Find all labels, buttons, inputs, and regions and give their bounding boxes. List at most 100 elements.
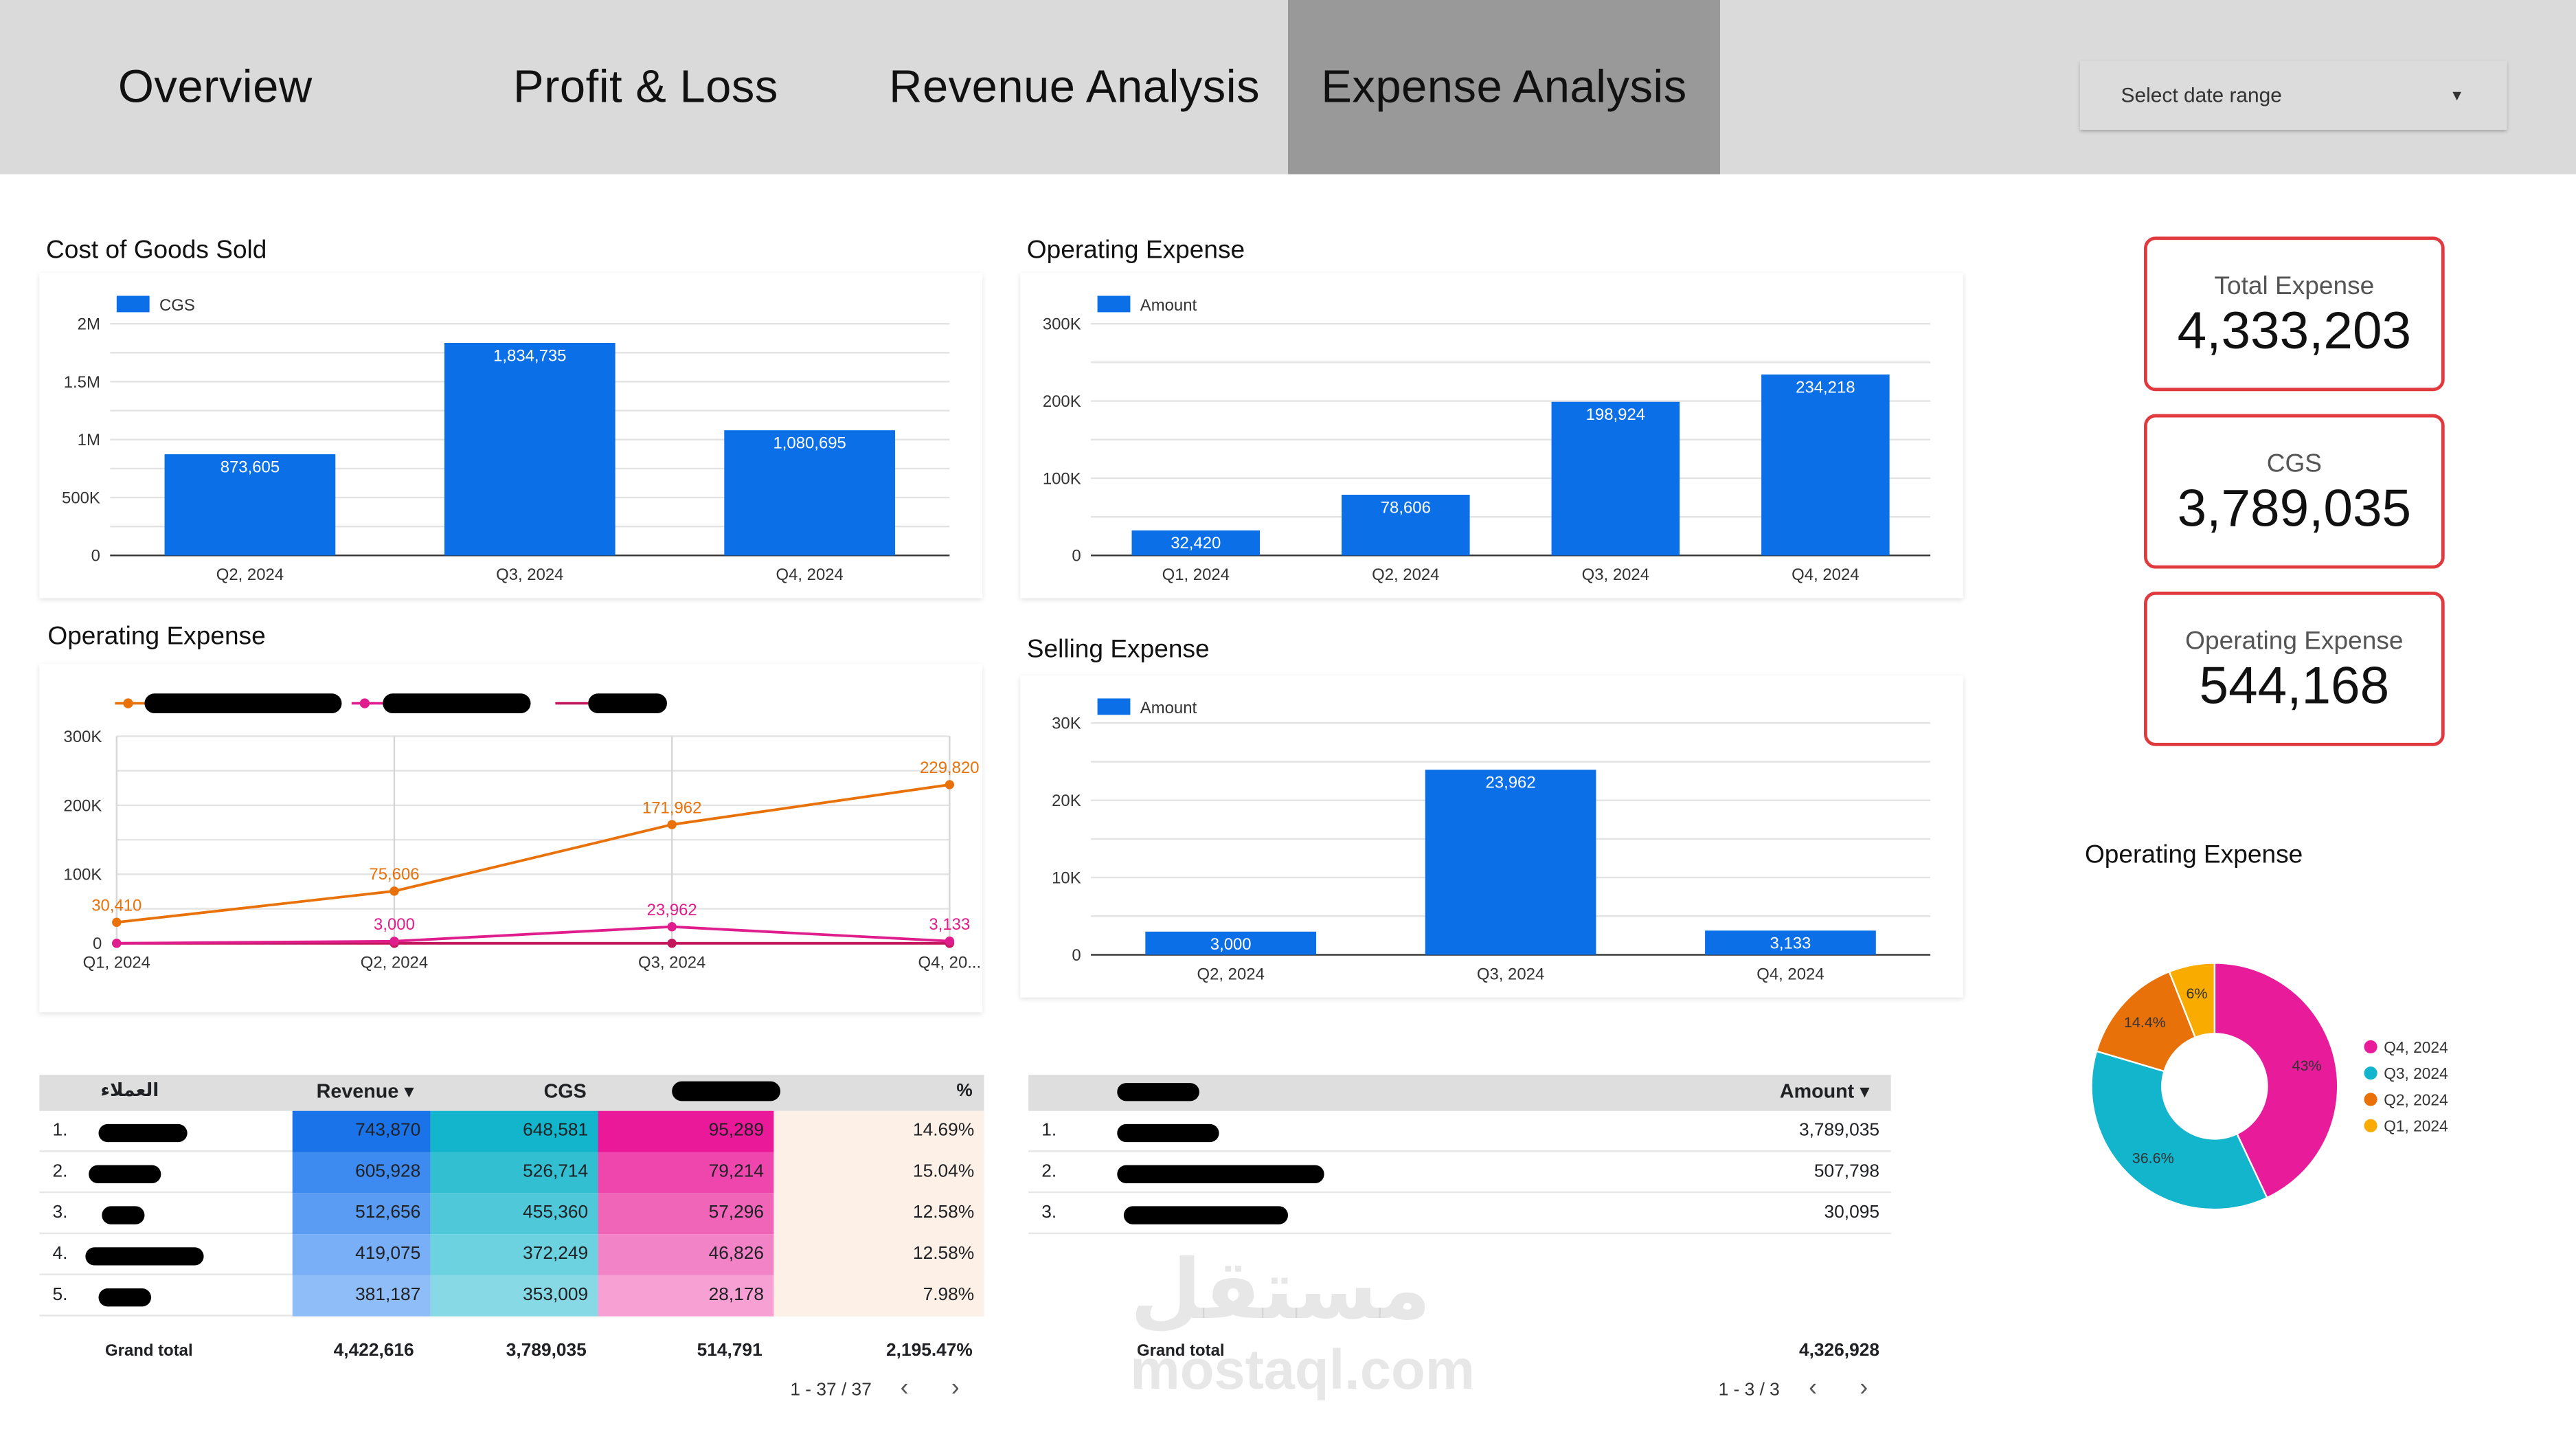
- next-page-icon[interactable]: ›: [1860, 1374, 1868, 1402]
- data-point: [945, 936, 955, 946]
- table-row[interactable]: 3. 30,095: [1028, 1193, 1891, 1235]
- legend-label: Q2, 2024: [2384, 1090, 2448, 1108]
- amount-cell: 507,798: [1814, 1161, 1879, 1182]
- y-tick-label: 300K: [63, 728, 102, 746]
- row-index: 4.: [52, 1244, 68, 1264]
- tab-expense-analysis[interactable]: Expense Analysis: [1288, 0, 1721, 175]
- bar-value-label: 3,000: [1210, 935, 1252, 954]
- bar-value-label: 1,080,695: [773, 434, 846, 452]
- percent-cell: 15.04%: [773, 1152, 984, 1194]
- y-tick-label: 1M: [78, 431, 100, 449]
- next-page-icon[interactable]: ›: [951, 1374, 960, 1402]
- legend-label: Amount: [1140, 296, 1197, 315]
- date-range-selector[interactable]: Select date range ▼: [2079, 60, 2507, 130]
- row-index: 5.: [52, 1285, 68, 1305]
- bar-value-label: 1,834,735: [493, 346, 566, 365]
- table-row[interactable]: 5. 381,187 353,009 28,178 7.98%: [39, 1275, 984, 1317]
- cgs-bar-chart: 0 500K 1M 1.5M 2M CGS 873,605 Q2, 2024 1,834,735…: [62, 295, 950, 584]
- y-tick-label: 100K: [63, 866, 102, 884]
- legend-label: Amount: [1140, 699, 1197, 717]
- table-header: [39, 1075, 984, 1111]
- table-row[interactable]: 2. 605,928 526,714 79,214 15.04%: [39, 1152, 984, 1194]
- amount-cell: 30,095: [1824, 1202, 1879, 1223]
- redacted-account-name: [1123, 1206, 1289, 1224]
- bar: [724, 430, 896, 556]
- kpi-total-expense: Total Expense 4,333,203: [2144, 236, 2445, 392]
- legend-label: CGS: [159, 296, 195, 315]
- bar: [1761, 374, 1890, 556]
- revenue-cell: 381,187: [292, 1275, 431, 1317]
- bar: [164, 454, 336, 556]
- opex-bar-card: 0 100K 200K 300K Amount 32,420 Q1, 2024 78,606 Q…: [1020, 273, 1963, 598]
- prev-page-icon[interactable]: ‹: [1809, 1374, 1818, 1402]
- opex-line-chart: 0 100K 200K 300K Q1, 2024 Q2, 2024 Q3, 2024 Q4,…: [63, 693, 981, 972]
- legend-marker: [123, 698, 133, 708]
- redacted-customer-name: [85, 1247, 204, 1266]
- data-point: [945, 780, 955, 790]
- data-label: 30,410: [91, 896, 142, 915]
- x-tick-label: Q1, 2024: [83, 954, 150, 972]
- x-tick-label: Q2, 2024: [1197, 965, 1265, 983]
- grand-total-label: Grand total: [105, 1342, 193, 1361]
- table-row[interactable]: 1. 3,789,035: [1028, 1111, 1891, 1152]
- x-tick-label: Q2, 2024: [1372, 566, 1439, 584]
- y-tick-label: 1.5M: [64, 373, 100, 392]
- x-tick-label: Q2, 2024: [216, 566, 284, 584]
- table-row[interactable]: 4. 419,075 372,249 46,826 12.58%: [39, 1234, 984, 1275]
- x-tick-label: Q4, 20...: [918, 954, 981, 972]
- prev-page-icon[interactable]: ‹: [900, 1374, 909, 1402]
- opex-bar-chart: 0 100K 200K 300K Amount 32,420 Q1, 2024 78,606 Q…: [1043, 295, 1931, 584]
- col-header-percent[interactable]: %: [956, 1081, 973, 1101]
- gross-profit-cell: 46,826: [598, 1234, 774, 1275]
- total-cgs: 3,789,035: [506, 1341, 587, 1361]
- bar-value-label: 78,606: [1381, 498, 1431, 517]
- col-header-revenue[interactable]: Revenue ▾: [316, 1079, 414, 1103]
- legend-label: Q1, 2024: [2384, 1117, 2448, 1135]
- redacted-customer-name: [98, 1123, 188, 1143]
- y-tick-label: 100K: [1043, 469, 1081, 488]
- data-label: 229,820: [920, 759, 979, 777]
- data-label: 171,962: [642, 798, 701, 817]
- y-tick-label: 0: [1072, 547, 1081, 566]
- slice-label: 6%: [2187, 985, 2208, 1002]
- selling-expense-title: Selling Expense: [1026, 636, 1210, 664]
- pagination-label: 1 - 3 / 3: [1718, 1380, 1780, 1400]
- col-header-cgs[interactable]: CGS: [543, 1079, 587, 1103]
- x-tick-label: Q1, 2024: [1162, 566, 1230, 584]
- table-row[interactable]: 2. 507,798: [1028, 1152, 1891, 1194]
- cgs-chart-title: Cost of Goods Sold: [45, 236, 267, 265]
- bar-value-label: 23,962: [1486, 773, 1536, 792]
- bar: [1551, 401, 1680, 556]
- y-tick-label: 500K: [62, 489, 100, 507]
- y-tick-label: 0: [93, 935, 102, 953]
- redacted-customer-name: [98, 1288, 152, 1307]
- redacted-account-name: [1117, 1165, 1324, 1183]
- col-header-customers[interactable]: العملاء: [100, 1081, 159, 1101]
- legend-swatch: [116, 295, 150, 313]
- y-tick-label: 30K: [1052, 715, 1081, 733]
- watermark-latin: mostaql.com: [1130, 1339, 1475, 1402]
- data-label: 75,606: [369, 865, 419, 884]
- tab-revenue-analysis[interactable]: Revenue Analysis: [889, 60, 1261, 112]
- percent-cell: 12.58%: [773, 1234, 984, 1275]
- data-point: [389, 937, 399, 946]
- col-header-amount[interactable]: Amount ▾: [1779, 1079, 1870, 1103]
- total-amount: 4,326,928: [1798, 1341, 1879, 1361]
- row-index: 2.: [1041, 1161, 1057, 1182]
- x-tick-label: Q3, 2024: [1582, 566, 1649, 584]
- table-row[interactable]: 3. 512,656 455,360 57,296 12.58%: [39, 1193, 984, 1235]
- table-row[interactable]: 1. 743,870 648,581 95,289 14.69%: [39, 1110, 984, 1152]
- x-tick-label: Q3, 2024: [496, 566, 563, 584]
- gross-profit-cell: 95,289: [598, 1110, 774, 1152]
- x-tick-label: Q3, 2024: [638, 954, 705, 972]
- tab-profit-loss[interactable]: Profit & Loss: [512, 60, 778, 112]
- kpi-value: 3,789,035: [2177, 478, 2412, 538]
- legend-marker: [2364, 1066, 2377, 1080]
- data-point: [667, 922, 677, 932]
- kpi-cgs: CGS 3,789,035: [2144, 414, 2445, 569]
- tab-overview[interactable]: Overview: [117, 60, 313, 112]
- y-tick-label: 0: [91, 547, 100, 566]
- y-tick-label: 10K: [1052, 869, 1081, 887]
- opex-donut-chart: 43% 36.6% 14.4% 6% Q4, 2024 Q3, 2024 Q2, 2024 Q…: [2090, 962, 2448, 1211]
- data-label: 3,133: [929, 915, 970, 934]
